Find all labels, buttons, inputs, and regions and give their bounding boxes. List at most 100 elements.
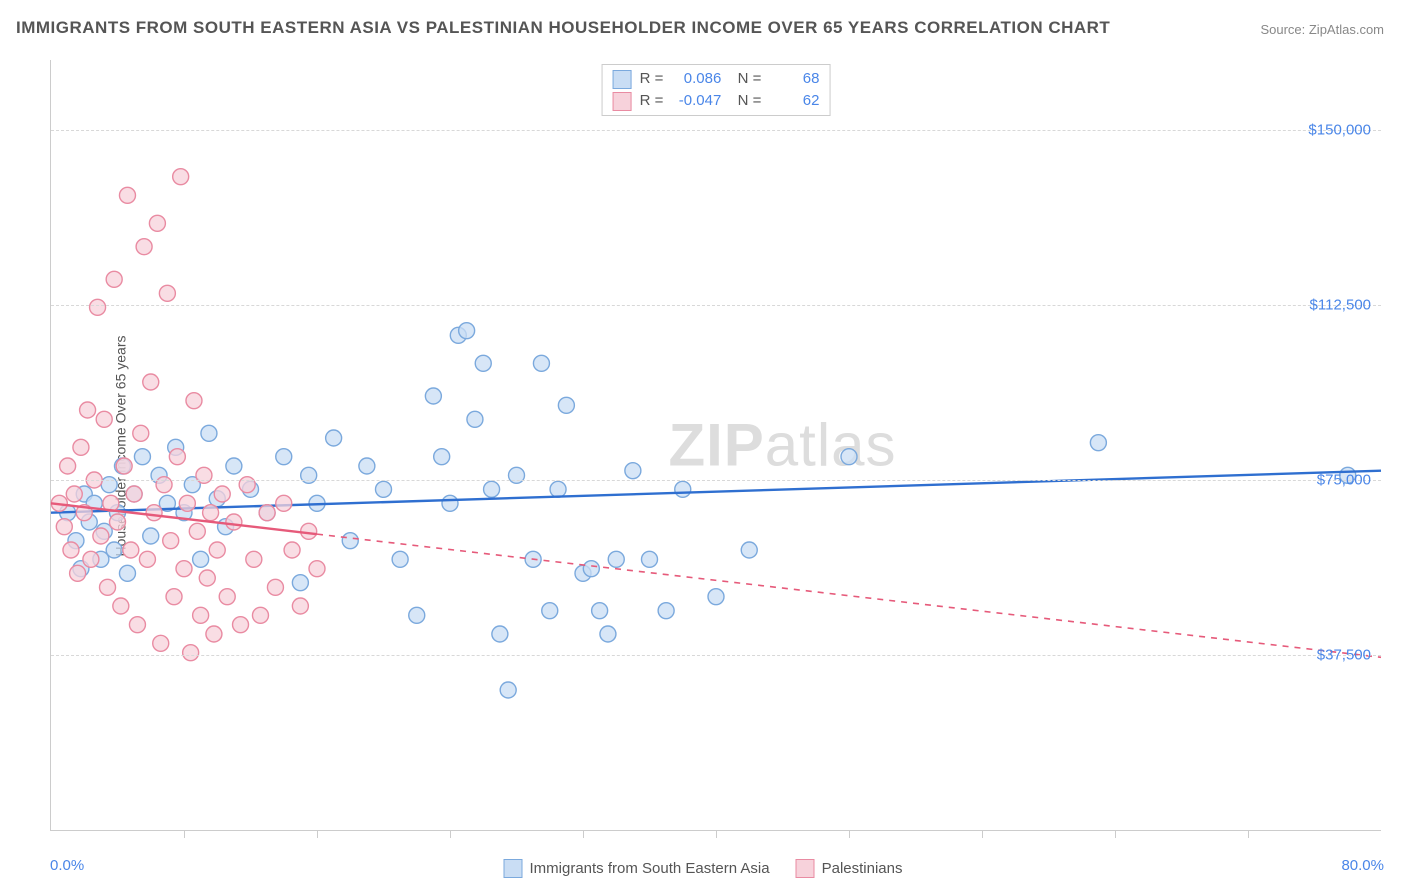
palestinian-point	[186, 393, 202, 409]
palestinian-point	[259, 505, 275, 521]
palestinian-point	[136, 239, 152, 255]
seasia-point	[201, 425, 217, 441]
palestinian-point	[309, 561, 325, 577]
seasia-point	[608, 551, 624, 567]
seasia-point	[500, 682, 516, 698]
palestinian-point	[149, 215, 165, 231]
palestinian-point	[219, 589, 235, 605]
chart-svg	[51, 60, 1381, 830]
swatch-icon	[613, 70, 632, 89]
palestinian-point	[129, 617, 145, 633]
seasia-point	[425, 388, 441, 404]
seasia-point	[741, 542, 757, 558]
palestinian-point	[70, 565, 86, 581]
palestinian-point	[199, 570, 215, 586]
seasia-point	[276, 449, 292, 465]
palestinian-point	[214, 486, 230, 502]
x-tick	[982, 830, 983, 838]
palestinian-point	[123, 542, 139, 558]
gridline	[51, 305, 1381, 306]
stats-row-seasia: R =0.086 N =68	[613, 68, 820, 90]
swatch-icon	[796, 859, 815, 878]
swatch-icon	[504, 859, 523, 878]
palestinian-point	[173, 169, 189, 185]
gridline	[51, 655, 1381, 656]
x-axis-min: 0.0%	[50, 857, 84, 874]
seasia-point	[392, 551, 408, 567]
legend-item-palestinian: Palestinians	[796, 859, 903, 878]
stats-row-palestinian: R = -0.047 N = 62	[613, 90, 820, 112]
palestinian-point	[176, 561, 192, 577]
palestinian-point	[116, 458, 132, 474]
seasia-point	[193, 551, 209, 567]
seasia-point	[492, 626, 508, 642]
series-legend: Immigrants from South Eastern AsiaPalest…	[504, 859, 903, 878]
palestinian-point	[209, 542, 225, 558]
palestinian-point	[143, 374, 159, 390]
y-tick-label: $75,000	[1317, 472, 1371, 489]
stats-n-label: N =	[729, 68, 761, 90]
x-tick	[583, 830, 584, 838]
seasia-point	[600, 626, 616, 642]
seasia-point	[292, 575, 308, 591]
stats-r-label: R =	[640, 90, 664, 112]
stats-n-label: N =	[729, 90, 761, 112]
palestinian-point	[267, 579, 283, 595]
palestinian-point	[93, 528, 109, 544]
palestinian-point	[96, 411, 112, 427]
palestinian-point	[146, 505, 162, 521]
stats-n-value: 62	[769, 90, 819, 112]
palestinian-point	[163, 533, 179, 549]
plot-area: ZIPatlas R =0.086 N =68R =-0.047 N =62 $…	[50, 60, 1381, 831]
palestinian-point	[183, 645, 199, 661]
seasia-point	[119, 565, 135, 581]
x-axis-max: 80.0%	[1341, 857, 1384, 874]
source-label: Source: ZipAtlas.com	[1260, 22, 1384, 37]
palestinian-point	[83, 551, 99, 567]
seasia-point	[550, 481, 566, 497]
palestinian-point	[60, 458, 76, 474]
palestinian-point	[206, 626, 222, 642]
palestinian-point	[203, 505, 219, 521]
palestinian-point	[90, 299, 106, 315]
palestinian-point	[73, 439, 89, 455]
palestinian-point	[166, 589, 182, 605]
palestinian-point	[179, 495, 195, 511]
seasia-point	[467, 411, 483, 427]
seasia-point	[459, 323, 475, 339]
seasia-point	[442, 495, 458, 511]
seasia-point	[409, 607, 425, 623]
palestinian-point	[292, 598, 308, 614]
stats-n-value: 68	[769, 68, 819, 90]
seasia-point	[592, 603, 608, 619]
palestinian-point	[110, 514, 126, 530]
palestinian-point	[119, 187, 135, 203]
palestinian-point	[246, 551, 262, 567]
seasia-point	[484, 481, 500, 497]
palestinian-point	[276, 495, 292, 511]
palestinian-point	[63, 542, 79, 558]
seasia-point	[542, 603, 558, 619]
seasia-point	[134, 449, 150, 465]
seasia-point	[675, 481, 691, 497]
x-tick	[849, 830, 850, 838]
seasia-point	[106, 542, 122, 558]
palestinian-regression-extrapolation	[317, 534, 1381, 657]
palestinian-point	[113, 598, 129, 614]
stats-r-value: -0.047	[671, 90, 721, 112]
palestinian-point	[233, 617, 249, 633]
palestinian-point	[169, 449, 185, 465]
x-tick	[1115, 830, 1116, 838]
x-tick	[1248, 830, 1249, 838]
seasia-point	[642, 551, 658, 567]
palestinian-point	[189, 523, 205, 539]
palestinian-point	[139, 551, 155, 567]
gridline	[51, 130, 1381, 131]
seasia-point	[475, 355, 491, 371]
seasia-point	[533, 355, 549, 371]
palestinian-point	[100, 579, 116, 595]
seasia-point	[558, 397, 574, 413]
seasia-point	[359, 458, 375, 474]
x-tick	[184, 830, 185, 838]
seasia-point	[583, 561, 599, 577]
